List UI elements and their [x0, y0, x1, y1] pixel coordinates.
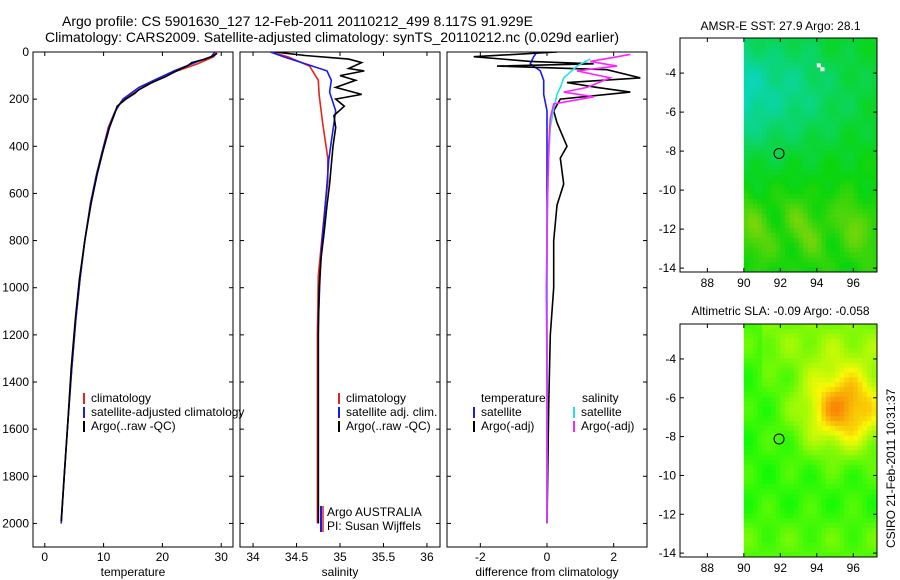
legend-entry-s-satellite: satellite: [581, 405, 622, 419]
y-tick-label: -4: [665, 66, 676, 80]
panel-frame: [32, 51, 234, 548]
series-line-satellite: [60, 52, 216, 524]
legend-entry-argo: Argo(..raw -QC): [346, 419, 431, 433]
legend-entry-satellite: satellite-adjusted climatology: [91, 405, 244, 419]
panel-frame: [239, 51, 441, 548]
x-tick-label: 96: [847, 561, 861, 575]
x-axis-label: temperature: [101, 565, 166, 579]
profile-panel-2: 34 34.5 35 35.5 36 salinity: [239, 51, 441, 579]
missing-pixel: [816, 63, 821, 68]
x-tick-label: 10: [97, 550, 111, 564]
missing-pixel: [820, 67, 825, 72]
y-tick-label: 1000: [2, 281, 29, 295]
y-tick-label: -8: [665, 430, 676, 444]
y-tick-label: 0: [22, 45, 29, 59]
y-tick-label: -10: [659, 468, 677, 482]
map-panel-sst: -4 -6 -8 -10 -12 -14 88 90 92 94 96 AMSR-E SST: 27.…: [659, 19, 878, 290]
x-tick-label: 35: [333, 550, 347, 564]
y-tick-label: 1200: [2, 328, 29, 342]
x-tick-label: 92: [774, 561, 788, 575]
annotation-line-1: Argo AUSTRALIA: [327, 505, 422, 519]
x-tick-label: 94: [810, 276, 824, 290]
y-tick-label: 1600: [2, 422, 29, 436]
x-axis-label: difference from climatology: [475, 565, 618, 579]
x-tick-label: -2: [475, 550, 486, 564]
y-tick-label: -8: [665, 144, 676, 158]
legend-entry-satellite: satellite adj. clim.: [346, 405, 437, 419]
x-tick-label: 20: [156, 550, 170, 564]
y-tick-label: -12: [659, 507, 677, 521]
legend-entry-t-satellite: satellite: [481, 405, 522, 419]
legend-entry-t-argo: Argo(-adj): [481, 419, 534, 433]
x-tick-label: 0: [41, 550, 48, 564]
y-tick-label: 1400: [2, 375, 29, 389]
x-tick-label: 88: [701, 276, 715, 290]
map-title: Altimetric SLA: -0.09 Argo: -0.058: [691, 304, 869, 318]
map-panel-sla: -4 -6 -8 -10 -12 -14 88 90 92 94 96 Altimetric SLA:…: [659, 304, 878, 575]
x-tick-label: 36: [420, 550, 434, 564]
legend-header-temperature: temperature: [481, 391, 546, 405]
credit-label: CSIRO 21-Feb-2011 10:31:37: [884, 388, 898, 548]
x-tick-label: 94: [810, 561, 824, 575]
legend-entry-climatology: climatology: [346, 391, 406, 405]
y-tick-label: -14: [659, 546, 677, 560]
map-frame: [679, 323, 878, 558]
y-tick-label: -14: [659, 261, 677, 275]
x-tick-label: 30: [215, 550, 229, 564]
legend-entry-s-argo: Argo(-adj): [581, 419, 634, 433]
x-tick-label: 90: [737, 561, 751, 575]
y-tick-label: -6: [665, 391, 676, 405]
y-tick-label: 2000: [2, 516, 29, 530]
series-line-argo: [473, 52, 641, 524]
y-tick-label: 600: [9, 186, 29, 200]
x-tick-label: 92: [774, 276, 788, 290]
y-tick-label: 400: [9, 139, 29, 153]
series-line-argo: [60, 52, 218, 522]
series-line-satellite: [270, 52, 337, 524]
x-tick-label: 96: [847, 276, 861, 290]
argo-position-marker: [773, 147, 785, 159]
legend-difference: temperaturesatelliteArgo(-adj)salinitysa…: [473, 391, 634, 433]
annotation-line-2: PI: Susan Wijffels: [327, 519, 421, 533]
y-tick-label: 200: [9, 92, 29, 106]
y-tick-label: -6: [665, 105, 676, 119]
argo-position-marker: [773, 433, 785, 445]
heatmap-cells: [743, 324, 878, 558]
profile-panel-1: 0 200 400 600 800 1000 1200 1400 1600 1800 2000 0 10…: [2, 45, 234, 579]
y-tick-label: -10: [659, 183, 677, 197]
series-line-climatology: [60, 52, 218, 524]
x-tick-label: 2: [610, 550, 617, 564]
title-line-1: Argo profile: CS 5901630_127 12-Feb-2011…: [62, 13, 533, 29]
x-tick-label: 34: [246, 550, 260, 564]
title-line-2: Climatology: CARS2009. Satellite-adjuste…: [45, 29, 620, 45]
heatmap-cells: [743, 38, 878, 273]
series-line-sal_argo: [545, 53, 631, 524]
y-tick-label: 800: [9, 234, 29, 248]
x-tick-label: 0: [544, 550, 551, 564]
legend-entry-climatology: climatology: [91, 391, 151, 405]
map-title: AMSR-E SST: 27.9 Argo: 28.1: [700, 19, 860, 33]
x-tick-label: 88: [701, 561, 715, 575]
y-tick-label: -12: [659, 222, 677, 236]
y-tick-label: 1800: [2, 469, 29, 483]
legend-header-salinity: salinity: [582, 391, 619, 405]
x-axis-label: salinity: [322, 565, 359, 579]
x-tick-label: 34.5: [285, 550, 309, 564]
x-tick-label: 90: [737, 276, 751, 290]
y-tick-label: -4: [665, 352, 676, 366]
series-line-argo: [274, 52, 365, 524]
x-tick-label: 35.5: [372, 550, 396, 564]
map-frame: [679, 37, 878, 273]
series-line-satellite: [529, 52, 548, 524]
legend-entry-argo: Argo(..raw -QC): [91, 419, 176, 433]
